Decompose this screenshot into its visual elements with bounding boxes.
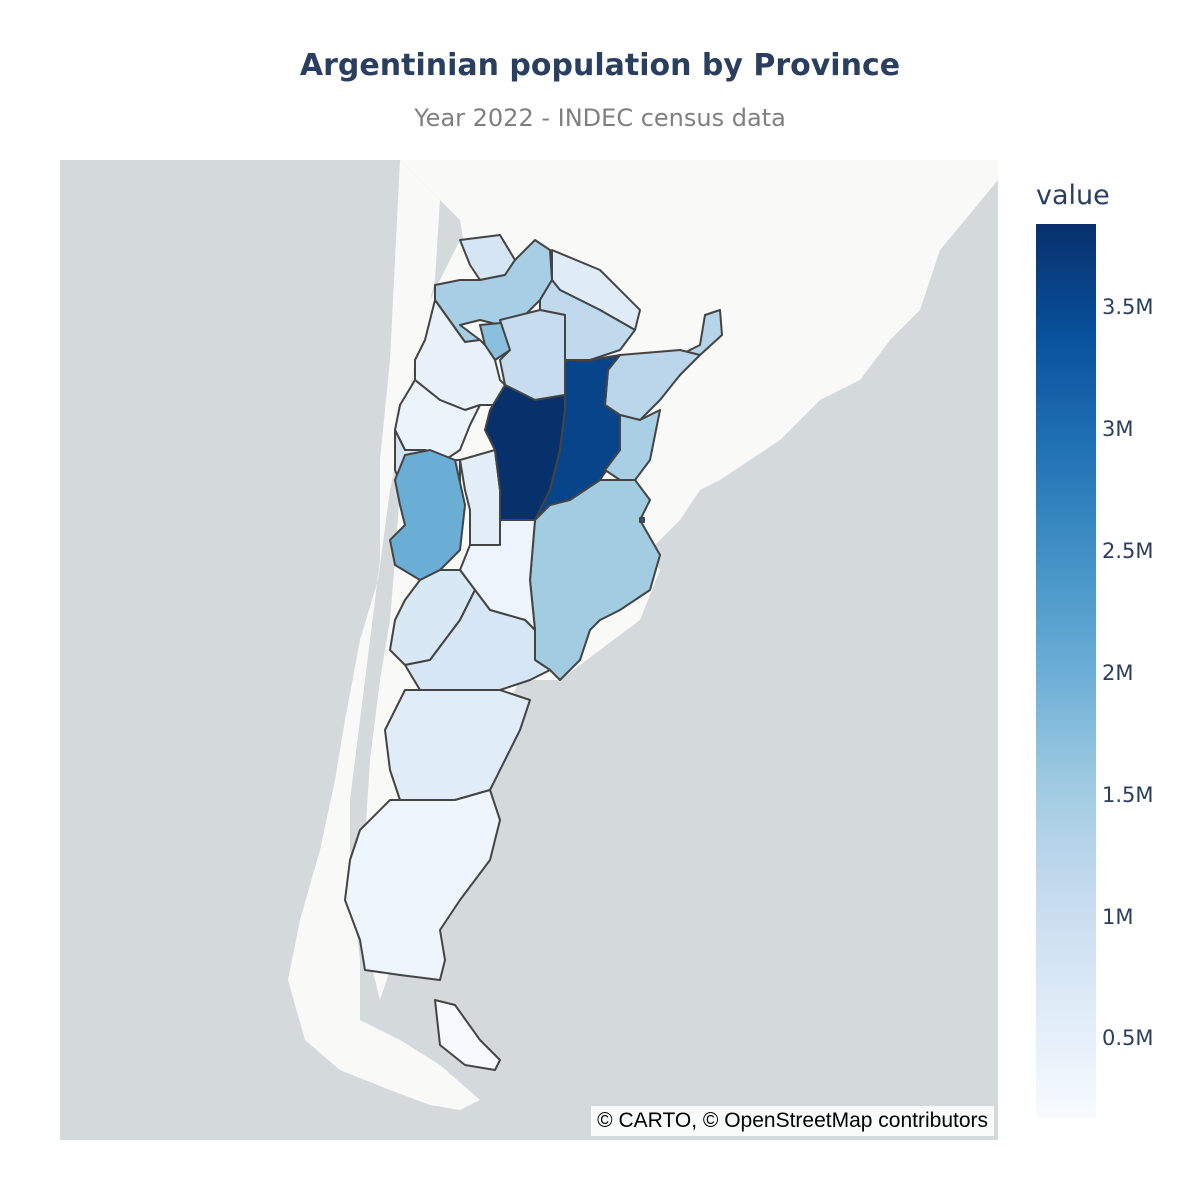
- colorbar-title: value: [1036, 180, 1110, 211]
- colorbar-tick-label: 1.5M: [1102, 782, 1154, 807]
- colorbar-tick-label: 3.5M: [1102, 295, 1154, 320]
- province-santa-cruz[interactable]: Santa Cruz: [344, 789, 501, 981]
- colorbar-tick-label: 0.5M: [1102, 1026, 1154, 1051]
- chart-subtitle: Year 2022 - INDEC census data: [414, 104, 786, 132]
- province-tierra-del-fuego[interactable]: Tierra del Fuego: [434, 999, 501, 1071]
- province-chubut[interactable]: Chubut: [384, 689, 531, 801]
- colorbar-tick-label: 1M: [1102, 904, 1134, 929]
- map-svg: JujuySaltaFormosaChacoMisionesCorrientes…: [288, 160, 998, 1110]
- colorbar-tick-label: 2.5M: [1102, 538, 1154, 563]
- province-la-rioja[interactable]: La Rioja: [394, 379, 481, 461]
- map-canvas[interactable]: JujuySaltaFormosaChacoMisionesCorrientes…: [60, 160, 998, 1140]
- map-attribution[interactable]: © CARTO, © OpenStreetMap contributors: [591, 1106, 994, 1136]
- colorbar-tick-label: 2M: [1102, 660, 1134, 685]
- province-ciudad-de-buenos-aires[interactable]: Ciudad de Buenos Aires: [639, 517, 645, 523]
- colorbar-tick-label: 3M: [1102, 416, 1134, 441]
- chile-coast: [288, 160, 480, 1110]
- colorbar: [1036, 224, 1096, 1118]
- chart-title: Argentinian population by Province: [299, 48, 901, 83]
